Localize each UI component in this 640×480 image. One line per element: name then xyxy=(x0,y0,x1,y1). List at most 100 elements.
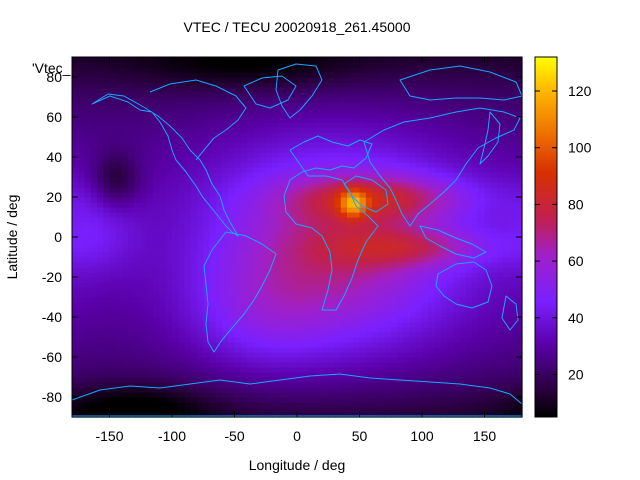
heatmap-cell xyxy=(178,412,186,418)
heatmap-cell xyxy=(203,397,211,403)
heatmap-cell xyxy=(134,187,142,193)
heatmap-cell xyxy=(240,177,248,183)
heatmap-cell xyxy=(197,177,204,183)
heatmap-cell xyxy=(297,297,304,303)
heatmap-cell xyxy=(478,307,486,313)
heatmap-cell xyxy=(234,377,242,383)
heatmap-cell xyxy=(303,297,311,303)
heatmap-cell xyxy=(459,227,467,233)
heatmap-cell xyxy=(97,292,104,298)
heatmap-cell xyxy=(128,62,136,68)
heatmap-cell xyxy=(297,82,304,88)
heatmap-cell xyxy=(272,322,279,328)
heatmap-cell xyxy=(297,387,304,393)
heatmap-cell xyxy=(84,297,92,303)
heatmap-cell xyxy=(378,217,386,223)
heatmap-cell xyxy=(397,332,404,338)
heatmap-cell xyxy=(359,77,367,83)
heatmap-cell xyxy=(165,97,173,103)
heatmap-cell xyxy=(172,207,179,213)
heatmap-cell xyxy=(103,122,111,128)
heatmap-cell xyxy=(353,292,361,298)
heatmap-cell xyxy=(347,167,354,173)
heatmap-cell xyxy=(153,287,161,293)
heatmap-cell xyxy=(384,412,392,418)
heatmap-cell xyxy=(84,357,92,363)
heatmap-cell xyxy=(378,87,386,93)
heatmap-cell xyxy=(134,132,142,138)
heatmap-cell xyxy=(490,82,498,88)
heatmap-cell xyxy=(303,347,311,353)
heatmap-cell xyxy=(109,342,117,348)
heatmap-cell xyxy=(78,82,86,88)
heatmap-cell xyxy=(309,257,317,263)
heatmap-cell xyxy=(153,122,161,128)
heatmap-cell xyxy=(440,142,448,148)
heatmap-cell xyxy=(122,122,129,128)
heatmap-cell xyxy=(397,342,404,348)
heatmap-cell xyxy=(434,167,442,173)
heatmap-cell xyxy=(453,342,461,348)
heatmap-cell xyxy=(447,107,454,113)
heatmap-cell xyxy=(165,232,173,238)
heatmap-cell xyxy=(122,347,129,353)
heatmap-cell xyxy=(309,127,317,133)
heatmap-cell xyxy=(384,377,392,383)
heatmap-cell xyxy=(115,267,123,273)
heatmap-cell xyxy=(228,97,236,103)
heatmap-cell xyxy=(497,407,504,413)
heatmap-cell xyxy=(409,62,417,68)
heatmap-cell xyxy=(97,352,104,358)
heatmap-cell xyxy=(184,192,192,198)
heatmap-cell xyxy=(272,232,279,238)
heatmap-cell xyxy=(197,112,204,118)
heatmap-cell xyxy=(103,392,111,398)
heatmap-cell xyxy=(228,82,236,88)
heatmap-cell xyxy=(353,402,361,408)
heatmap-cell xyxy=(340,87,348,93)
heatmap-cell xyxy=(90,402,98,408)
heatmap-cell xyxy=(265,212,273,218)
heatmap-cell xyxy=(397,132,404,138)
heatmap-cell xyxy=(97,332,104,338)
heatmap-cell xyxy=(403,102,411,108)
heatmap-cell xyxy=(315,387,323,393)
heatmap-cell xyxy=(165,267,173,273)
heatmap-cell xyxy=(90,162,98,168)
heatmap-cell xyxy=(353,207,361,213)
heatmap-cell xyxy=(184,377,192,383)
heatmap-cell xyxy=(378,362,386,368)
heatmap-cell xyxy=(140,382,148,388)
heatmap-cell xyxy=(247,272,254,278)
heatmap-cell xyxy=(347,192,354,198)
heatmap-cell xyxy=(159,237,167,243)
heatmap-cell xyxy=(234,182,242,188)
heatmap-cell xyxy=(84,212,92,218)
heatmap-cell xyxy=(228,127,236,133)
heatmap-cell xyxy=(478,382,486,388)
heatmap-cell xyxy=(340,277,348,283)
heatmap-cell xyxy=(215,382,223,388)
heatmap-cell xyxy=(328,257,336,263)
heatmap-cell xyxy=(372,392,379,398)
heatmap-cell xyxy=(228,167,236,173)
heatmap-cell xyxy=(240,387,248,393)
heatmap-cell xyxy=(97,307,104,313)
heatmap-cell xyxy=(234,167,242,173)
heatmap-cell xyxy=(365,227,373,233)
heatmap-cell xyxy=(440,287,448,293)
heatmap-cell xyxy=(197,317,204,323)
heatmap-cell xyxy=(497,152,504,158)
heatmap-cell xyxy=(315,372,323,378)
heatmap-cell xyxy=(115,242,123,248)
heatmap-cell xyxy=(278,182,286,188)
heatmap-cell xyxy=(172,152,179,158)
heatmap-cell xyxy=(203,237,211,243)
heatmap-cell xyxy=(265,62,273,68)
heatmap-cell xyxy=(409,362,417,368)
heatmap-cell xyxy=(259,177,267,183)
heatmap-cell xyxy=(484,172,492,178)
heatmap-cell xyxy=(415,412,423,418)
heatmap-cell xyxy=(78,357,86,363)
heatmap-cell xyxy=(265,117,273,123)
